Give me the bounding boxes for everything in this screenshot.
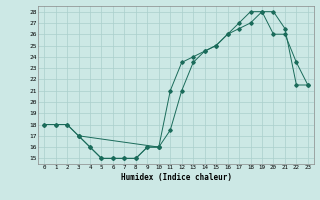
X-axis label: Humidex (Indice chaleur): Humidex (Indice chaleur) [121,173,231,182]
